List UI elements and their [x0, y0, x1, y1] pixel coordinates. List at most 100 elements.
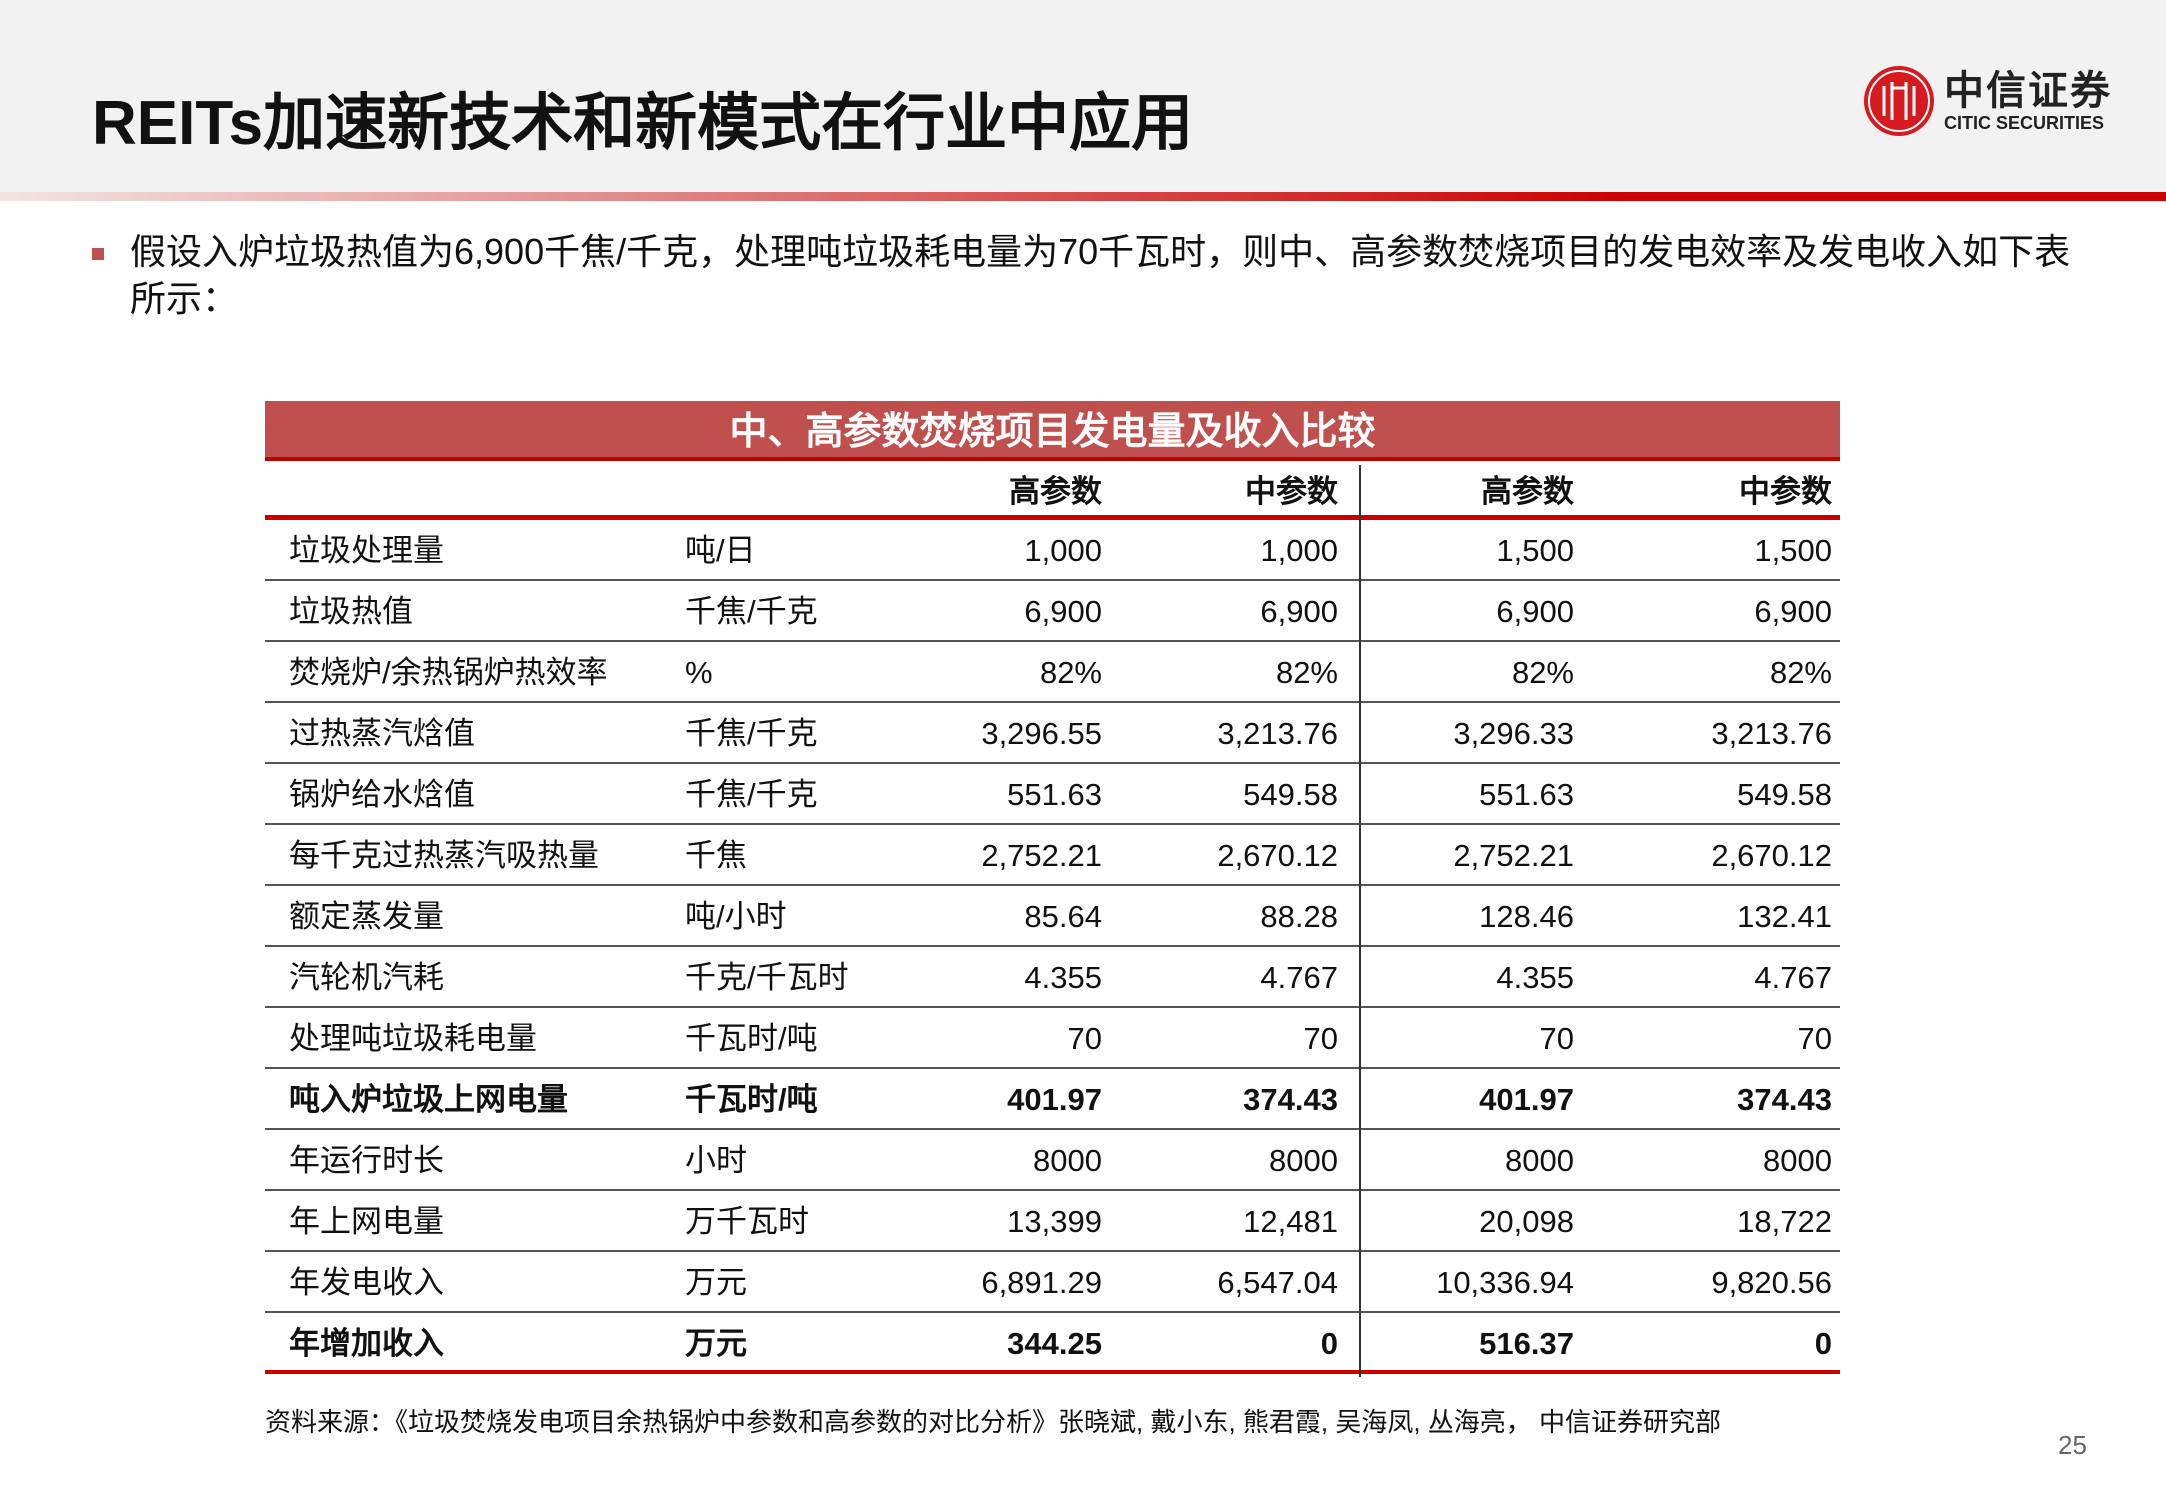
header-divider	[0, 192, 2166, 201]
cell-value: 70	[1303, 1021, 1338, 1056]
cell-value: 10,336.94	[1436, 1265, 1574, 1300]
cell-value: 6,891.29	[981, 1265, 1102, 1300]
cell-value: 374.43	[1737, 1082, 1832, 1117]
table-row: 过热蒸汽焓值 千焦/千克 3,296.55 3,213.76 3,296.33 3,213…	[265, 703, 1840, 764]
cell-value: 8000	[1033, 1143, 1102, 1178]
row-label: 额定蒸发量	[289, 899, 444, 934]
table-row: 吨入炉垃圾上网电量 千瓦时/吨 401.97 374.43 401.97 374.43	[265, 1069, 1840, 1130]
column-header: 中参数	[1739, 474, 1832, 509]
row-unit: %	[685, 655, 713, 690]
cell-value: 82%	[1039, 655, 1102, 690]
cell-value: 20,098	[1479, 1204, 1574, 1239]
row-unit: 千焦/千克	[685, 716, 818, 751]
page-number: 25	[2058, 1430, 2087, 1460]
cell-value: 70	[1539, 1021, 1574, 1056]
cell-value: 1,500	[1754, 533, 1832, 568]
cell-value: 1,000	[1260, 533, 1338, 568]
cell-value: 8000	[1505, 1143, 1574, 1178]
cell-value: 2,752.21	[981, 838, 1102, 873]
bullet-text: 假设入炉垃圾热值为6,900千焦/千克，处理吨垃圾耗电量为70千瓦时，则中、高参…	[92, 228, 2082, 322]
table-row: 垃圾处理量 吨/日 1,000 1,000 1,500 1,500	[265, 520, 1840, 581]
cell-value: 549.58	[1737, 777, 1832, 812]
table-header-row: 高参数 中参数 高参数 中参数	[265, 461, 1840, 520]
table-row: 额定蒸发量 吨/小时 85.64 88.28 128.46 132.41	[265, 886, 1840, 947]
row-unit: 小时	[685, 1143, 747, 1178]
cell-value: 82%	[1275, 655, 1338, 690]
cell-value: 6,547.04	[1217, 1265, 1338, 1300]
row-label: 年运行时长	[289, 1143, 444, 1178]
cell-value: 401.97	[1479, 1082, 1574, 1117]
row-label: 年发电收入	[289, 1265, 444, 1300]
cell-value: 4.767	[1260, 960, 1338, 995]
table-row: 汽轮机汽耗 千克/千瓦时 4.355 4.767 4.355 4.767	[265, 947, 1840, 1008]
cell-value: 8000	[1269, 1143, 1338, 1178]
cell-value: 3,213.76	[1711, 716, 1832, 751]
row-unit: 千焦	[685, 838, 747, 873]
row-label: 垃圾处理量	[289, 533, 444, 568]
slide-title: REITs加速新技术和新模式在行业中应用	[92, 89, 1194, 158]
cell-value: 132.41	[1737, 899, 1832, 934]
cell-value: 401.97	[1007, 1082, 1102, 1117]
cell-value: 1,000	[1024, 533, 1102, 568]
column-header: 高参数	[1481, 474, 1574, 509]
cell-value: 6,900	[1754, 594, 1832, 629]
column-header: 高参数	[1009, 474, 1102, 509]
row-label: 年增加收入	[289, 1326, 444, 1361]
table-row: 每千克过热蒸汽吸热量 千焦 2,752.21 2,670.12 2,752.21 2,67…	[265, 825, 1840, 886]
logo-en: CITIC SECURITIES	[1944, 113, 2105, 133]
table-row: 年上网电量 万千瓦时 13,399 12,481 20,098 18,722	[265, 1191, 1840, 1252]
cell-value: 6,900	[1496, 594, 1574, 629]
row-label: 吨入炉垃圾上网电量	[289, 1082, 568, 1117]
cell-value: 0	[1814, 1326, 1832, 1361]
cell-value: 9,820.56	[1711, 1265, 1832, 1300]
cell-value: 6,900	[1260, 594, 1338, 629]
row-unit: 吨/小时	[685, 899, 787, 934]
table-row: 年运行时长 小时 8000 8000 8000 8000	[265, 1130, 1840, 1191]
citic-emblem-icon	[1864, 66, 1934, 136]
row-unit: 万元	[685, 1265, 747, 1300]
slide-header: REITs加速新技术和新模式在行业中应用 中信证券 CITIC SECURITI…	[0, 0, 2166, 192]
row-unit: 千焦/千克	[685, 777, 818, 812]
cell-value: 1,500	[1496, 533, 1574, 568]
source-note: 资料来源：《垃圾焚烧发电项目余热锅炉中参数和高参数的对比分析》张晓斌, 戴小东,…	[265, 1407, 1722, 1437]
cell-value: 82%	[1769, 655, 1832, 690]
table-row: 垃圾热值 千焦/千克 6,900 6,900 6,900 6,900	[265, 581, 1840, 642]
cell-value: 4.355	[1496, 960, 1574, 995]
row-unit: 万千瓦时	[685, 1204, 809, 1239]
row-unit: 万元	[685, 1326, 747, 1361]
cell-value: 551.63	[1007, 777, 1102, 812]
cell-value: 344.25	[1007, 1326, 1102, 1361]
cell-value: 70	[1067, 1021, 1102, 1056]
cell-value: 4.355	[1024, 960, 1102, 995]
cell-value: 3,213.76	[1217, 716, 1338, 751]
cell-value: 0	[1320, 1326, 1338, 1361]
row-label: 处理吨垃圾耗电量	[289, 1021, 537, 1056]
logo-cn: 中信证券	[1944, 67, 2112, 114]
cell-value: 6,900	[1024, 594, 1102, 629]
cell-value: 2,670.12	[1711, 838, 1832, 873]
row-label: 垃圾热值	[289, 594, 413, 629]
cell-value: 2,670.12	[1217, 838, 1338, 873]
comparison-table: 中、高参数焚烧项目发电量及收入比较 高参数 中参数 高参数 中参数 垃圾处理量 吨/日 1,…	[265, 401, 1840, 1377]
cell-value: 12,481	[1243, 1204, 1338, 1239]
column-divider	[1359, 465, 1361, 1377]
cell-value: 70	[1797, 1021, 1832, 1056]
cell-value: 13,399	[1007, 1204, 1102, 1239]
row-unit: 千瓦时/吨	[685, 1021, 818, 1056]
cell-value: 4.767	[1754, 960, 1832, 995]
column-header: 中参数	[1245, 474, 1338, 509]
cell-value: 3,296.55	[981, 716, 1102, 751]
table-row: 焚烧炉/余热锅炉热效率% 82% 82% 82% 82%	[265, 642, 1840, 703]
table-row: 年增加收入 万元 344.25 0 516.37 0	[265, 1313, 1840, 1374]
cell-value: 18,722	[1737, 1204, 1832, 1239]
bullet-content: 假设入炉垃圾热值为6,900千焦/千克，处理吨垃圾耗电量为70千瓦时，则中、高参…	[130, 231, 2071, 319]
cell-value: 549.58	[1243, 777, 1338, 812]
cell-value: 85.64	[1024, 899, 1102, 934]
cell-value: 374.43	[1243, 1082, 1338, 1117]
row-label: 锅炉给水焓值	[289, 777, 475, 812]
cell-value: 551.63	[1479, 777, 1574, 812]
bullet-square-icon	[92, 248, 104, 260]
cell-value: 88.28	[1260, 899, 1338, 934]
cell-value: 128.46	[1479, 899, 1574, 934]
row-label: 每千克过热蒸汽吸热量	[289, 838, 599, 873]
